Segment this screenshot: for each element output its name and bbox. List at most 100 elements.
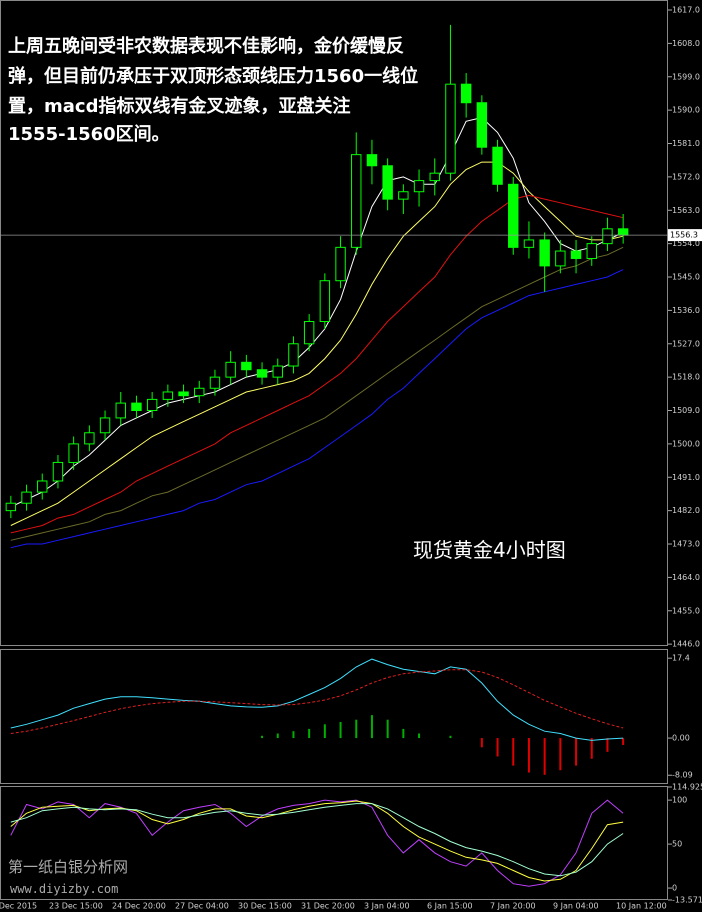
candle-body	[617, 228, 629, 236]
candle-body	[429, 172, 440, 182]
candle-body	[539, 239, 550, 267]
watermark: www.diyizby.com	[10, 882, 118, 896]
candle-body	[366, 154, 378, 167]
y-tick-label: -8.09	[672, 771, 693, 780]
y-tick-label: 1500.0	[672, 439, 700, 448]
candle-body	[21, 491, 32, 504]
y-tick-label: 1590.0	[672, 106, 700, 115]
y-tick-label: 50	[672, 840, 682, 849]
y-tick-label: 1572.0	[672, 172, 700, 181]
y-tick-label: 1599.0	[672, 72, 700, 81]
candle-body	[602, 228, 613, 245]
candle-body	[445, 83, 456, 174]
candle-body	[476, 102, 488, 148]
y-tick-label: 1536.0	[672, 306, 700, 315]
candle-body	[241, 361, 252, 371]
y-tick-label: 1482.0	[672, 506, 700, 515]
candle-body	[146, 398, 158, 412]
candle-body	[84, 432, 95, 445]
last-price-label: 1556.3	[670, 231, 698, 240]
y-tick-label: 1491.0	[672, 473, 700, 482]
candle-body	[52, 461, 64, 482]
y-tick-label: 1527.0	[672, 339, 700, 348]
x-tick-label: 22 Dec 2015	[0, 902, 37, 911]
y-tick-label: 1545.0	[672, 273, 700, 282]
y-tick-label: 1518.0	[672, 373, 700, 382]
x-tick-label: 31 Dec 20:00	[301, 902, 355, 911]
candle-body	[303, 321, 315, 345]
y-tick-label: 1509.0	[672, 406, 700, 415]
y-tick-label: 114.925	[672, 783, 702, 792]
candle-body	[131, 402, 142, 412]
candle-body	[586, 243, 597, 259]
indicator-line	[10, 799, 624, 887]
y-tick-label: 1446.0	[672, 640, 700, 649]
candle-body	[37, 480, 48, 493]
candle-body	[194, 387, 205, 397]
annotation: 置，macd指标双线有金叉迹象，亚盘关注	[8, 95, 350, 117]
candle-body	[492, 146, 503, 185]
x-tick-label: 7 Jan 20:00	[490, 902, 536, 911]
indicator-line	[10, 246, 624, 541]
y-tick-label: 1554.0	[672, 239, 700, 248]
y-tick-label: 1464.0	[672, 573, 700, 582]
plot-area: 1617.0 1608.0 1599.0 1590.0 1581.0 1572.0 1563…	[0, 6, 702, 911]
candle-body	[99, 417, 111, 434]
candle-body	[460, 83, 472, 104]
x-tick-label: 10 Jan 12:00	[616, 902, 667, 911]
y-tick-label: 1608.0	[672, 39, 700, 48]
candle-body	[5, 502, 17, 512]
y-tick-label: 0.00	[672, 734, 690, 743]
y-tick-label: 1563.0	[672, 206, 700, 215]
candle-body	[115, 402, 126, 419]
candle-body	[382, 165, 393, 200]
candle-body	[570, 250, 582, 259]
y-tick-label: 1473.0	[672, 540, 700, 549]
candle-body	[68, 443, 79, 463]
annotation: 上周五晚间受非农数据表现不佳影响，金价缓慢反	[8, 35, 404, 57]
x-tick-label: 9 Jan 04:00	[553, 902, 599, 911]
stoch-panel	[0, 786, 668, 900]
candle-body	[272, 365, 283, 378]
x-tick-label: 6 Jan 15:00	[427, 902, 473, 911]
indicator-line	[10, 803, 624, 877]
candle-body	[319, 280, 331, 323]
indicator-line	[10, 161, 624, 526]
candle-body	[351, 154, 362, 248]
main-panel	[0, 0, 668, 646]
indicator-line	[10, 269, 624, 549]
candle-body	[413, 180, 425, 193]
candle-body	[288, 343, 299, 367]
candle-body	[225, 361, 236, 378]
x-tick-label: 3 Jan 04:00	[364, 902, 410, 911]
candle-body	[555, 250, 566, 267]
y-tick-label: 17.4	[672, 654, 690, 663]
x-tick-label: 27 Dec 04:00	[175, 902, 229, 911]
candle-body	[398, 191, 409, 200]
annotation: 弹，但目前仍承压于双顶形态颈线压力1560一线位	[8, 65, 418, 87]
last-price-box	[668, 229, 702, 242]
candle-body	[178, 391, 189, 397]
candle-body	[508, 183, 519, 248]
y-tick-label: -13.571	[672, 896, 702, 905]
y-tick-label: 0	[672, 884, 677, 893]
candle-body	[162, 391, 174, 400]
candle-body	[209, 376, 221, 389]
y-tick-label: 1455.0	[672, 606, 700, 615]
x-tick-label: 23 Dec 15:00	[49, 902, 103, 911]
indicator-line	[10, 800, 624, 882]
indicator-line	[10, 669, 624, 734]
candle-body	[256, 369, 268, 378]
chart-label: 现货黄金4小时图	[413, 538, 566, 562]
indicator-line	[10, 194, 624, 534]
watermark: 第一纸白银分析网	[8, 858, 128, 876]
y-tick-label: 1581.0	[672, 139, 700, 148]
x-tick-label: 24 Dec 20:00	[112, 902, 166, 911]
y-tick-label: 100	[672, 796, 687, 805]
indicator-line	[10, 658, 624, 741]
y-tick-label: 1617.0	[672, 6, 700, 15]
annotation: 1555-1560区间。	[8, 124, 170, 145]
candle-body	[335, 246, 346, 282]
